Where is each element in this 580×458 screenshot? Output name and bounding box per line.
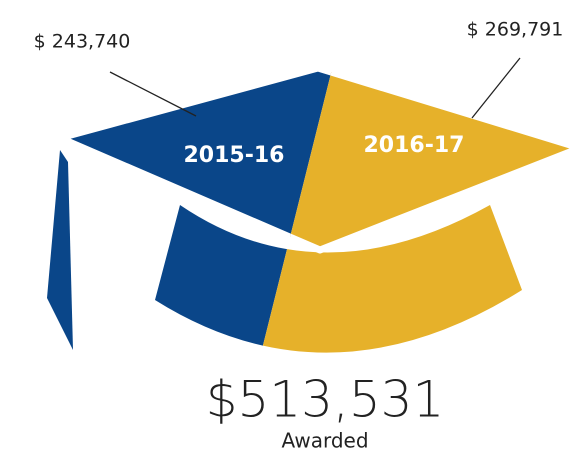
total: $513,531 bbox=[206, 371, 445, 429]
tassel bbox=[47, 150, 73, 350]
total-caption: Awarded bbox=[281, 429, 368, 453]
category-label: 2016-17 bbox=[364, 133, 465, 158]
category-label: 2015-16 bbox=[184, 143, 285, 168]
leader-line bbox=[109, 71, 197, 117]
leader-line bbox=[471, 57, 521, 119]
value-label: $ 269,791 bbox=[467, 19, 564, 41]
value-label: $ 243,740 bbox=[34, 31, 131, 53]
cap-segments bbox=[56, 64, 580, 353]
